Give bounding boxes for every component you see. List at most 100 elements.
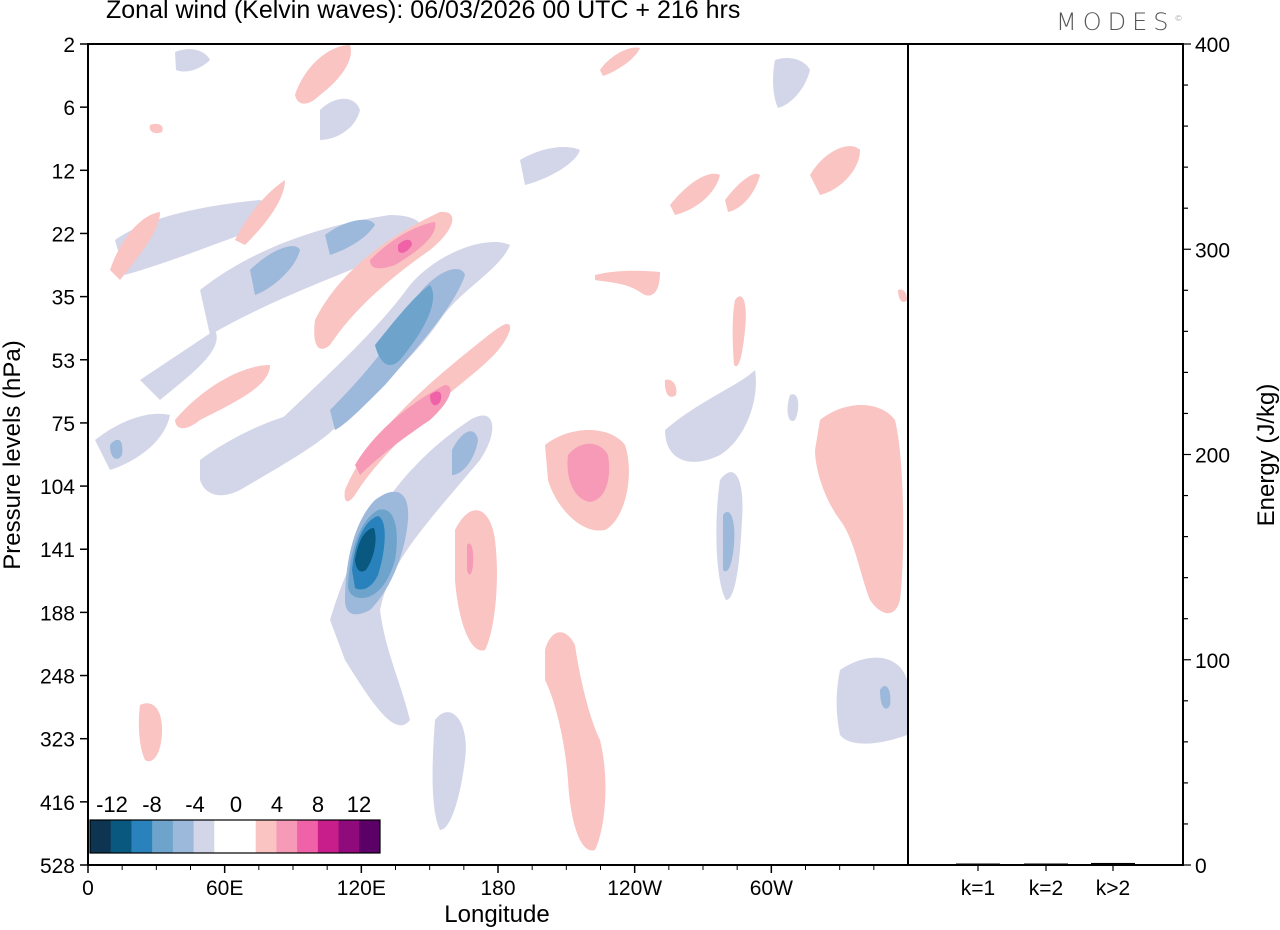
contour-pos-top-mid — [600, 47, 640, 76]
contour-pos-right-top — [810, 146, 860, 195]
y-tick-label: 416 — [40, 792, 75, 815]
contour-pos-bottom-left — [138, 703, 162, 762]
colorbar-swatch — [317, 820, 340, 853]
y-axis-label: Pressure levels (hPa) — [0, 340, 26, 569]
contour-pos3-top — [398, 239, 412, 253]
contour-neg-left-strip — [95, 413, 170, 470]
energy-category-label: k=1 — [961, 877, 995, 900]
contour-pos3-mid — [430, 391, 442, 406]
contour-neg-left-lower — [200, 405, 350, 496]
colorbar-label: -12 — [96, 792, 128, 817]
contour-pos2-column — [467, 543, 474, 575]
energy-tick-label: 400 — [1195, 34, 1230, 57]
energy-category-label: k>2 — [1096, 877, 1130, 900]
modes-logo: MODES© — [1056, 8, 1182, 36]
contour-pos-lower — [545, 632, 606, 851]
contour-pos-strip-right — [732, 296, 746, 367]
energy-tick-label: 0 — [1195, 855, 1207, 878]
energy-bar — [1091, 862, 1135, 865]
colorbar-label: 8 — [312, 792, 324, 817]
energy-panel-frame — [907, 43, 1184, 866]
contour-neg2-right-col — [723, 511, 735, 572]
energy-axis: 0 100 200 300 400 — [1183, 34, 1230, 878]
contour-pos-dot-b — [664, 379, 677, 397]
colorbar: -12 -8 -4 0 4 8 12 — [89, 792, 381, 854]
colorbar-swatch — [297, 820, 319, 853]
colorbar-swatch — [255, 820, 277, 853]
contour-pos-dot-a — [149, 123, 163, 134]
y-tick-label: 2 — [63, 34, 75, 57]
contour-neg2-upper — [250, 246, 300, 295]
x-tick-label: 120E — [337, 877, 386, 900]
contour-neg5-core — [355, 528, 376, 572]
colorbar-swatch — [214, 820, 236, 853]
contour-pos-upper-left — [110, 212, 160, 280]
contour-pos2-mid — [355, 385, 451, 475]
y-tick-label: 35 — [52, 287, 75, 310]
contour-neg2-mid — [325, 219, 375, 255]
y-tick-label: 248 — [40, 666, 75, 689]
y-tick-label: 22 — [52, 223, 75, 246]
contour-pos-edge — [898, 289, 907, 302]
brand-text: MODES — [1056, 8, 1175, 36]
colorbar-label: 4 — [271, 792, 283, 817]
contour-neg-center-right — [665, 370, 756, 462]
contour-neg3-band — [375, 285, 434, 365]
contour-field — [95, 45, 907, 851]
energy-category-label: k=2 — [1029, 877, 1063, 900]
contour-neg-mid-left — [200, 215, 422, 335]
x-tick-label: 60E — [206, 877, 243, 900]
energy-axis-label: Energy (J/kg) — [1253, 384, 1280, 527]
energy-tick-label: 200 — [1195, 445, 1230, 468]
contour-neg2-left — [110, 439, 123, 459]
colorbar-swatch — [90, 820, 112, 853]
colorbar-swatch — [193, 820, 215, 853]
y-tick-label: 53 — [52, 350, 75, 373]
contour-pos-upper-strip — [235, 180, 285, 245]
x-tick-label: 0 — [82, 877, 94, 900]
energy-tick-label: 100 — [1195, 650, 1230, 673]
contour-pos-right-large — [815, 405, 904, 614]
x-axis-label: Longitude — [444, 901, 549, 928]
contour-pos-right-mid2 — [725, 173, 760, 212]
colorbar-frame — [89, 819, 381, 854]
energy-bar — [1024, 863, 1068, 865]
contour-pos-blob-small — [595, 270, 660, 296]
contour-neg-mid-strip — [787, 394, 799, 421]
colorbar-label: 0 — [230, 792, 242, 817]
y-tick-label: 528 — [40, 855, 75, 878]
x-tick-label: 180 — [480, 877, 515, 900]
contour-neg-top-a — [320, 98, 360, 140]
contour-neg-top-d — [175, 49, 210, 72]
energy-bar — [956, 863, 1000, 865]
contour-neg-top-c — [773, 58, 810, 108]
contour-pos-column — [455, 510, 497, 651]
chart-title: Zonal wind (Kelvin waves): 06/03/2026 00… — [106, 0, 741, 24]
y-tick-label: 323 — [40, 729, 75, 752]
energy-bars: k=1 k=2 k>2 — [956, 862, 1135, 900]
colorbar-swatch — [338, 820, 360, 853]
brand-mark: © — [1174, 14, 1183, 23]
contour-neg-lower-band — [330, 415, 493, 726]
y-tick-label: 12 — [52, 160, 75, 183]
colorbar-label: -8 — [142, 792, 162, 817]
contour-neg-left-band — [140, 330, 217, 400]
colorbar-swatch — [110, 820, 132, 853]
colorbar-swatch — [359, 820, 381, 853]
x-tick-label: 120W — [607, 877, 662, 900]
y-tick-label: 104 — [40, 476, 75, 499]
contour-neg-bottom-blob — [432, 712, 466, 830]
y-tick-label: 6 — [63, 97, 75, 120]
contour-pos-left-band — [175, 365, 270, 429]
x-axis: 0 60E 120E 180 120W 60W — [82, 865, 875, 900]
x-tick-label: 60W — [750, 877, 793, 900]
colorbar-label: 12 — [347, 792, 371, 817]
colorbar-swatch — [131, 820, 153, 853]
y-axis: 2 6 12 22 35 53 75 104 141 188 248 323 416 528 — [40, 34, 88, 878]
colorbar-swatch — [172, 820, 195, 853]
y-tick-label: 188 — [40, 602, 75, 625]
contour-neg-right-lower — [836, 657, 907, 744]
colorbar-label: -4 — [185, 792, 205, 817]
energy-tick-label: 300 — [1195, 239, 1230, 262]
